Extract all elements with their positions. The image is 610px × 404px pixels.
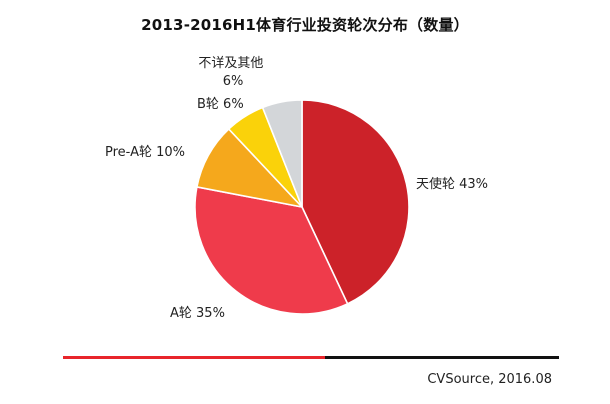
slice-label-a: A轮 35% bbox=[170, 306, 225, 321]
slice-label-other: 不详及其他 6% bbox=[198, 56, 267, 89]
pie-slices bbox=[194, 99, 410, 315]
slice-label-tianshi: 天使轮 43% bbox=[416, 176, 488, 192]
pie-slice-a bbox=[194, 186, 349, 315]
source-note: CVSource, 2016.08 bbox=[427, 372, 552, 387]
footer-rule-black bbox=[325, 356, 559, 359]
slice-label-pre-a: Pre-A轮 10% bbox=[105, 145, 185, 160]
slice-label-b: B轮 6% bbox=[197, 97, 244, 112]
pie-slice-other bbox=[261, 99, 303, 208]
footer-rule bbox=[63, 356, 559, 359]
chart-title: 2013-2016H1体育行业投资轮次分布（数量） bbox=[141, 16, 469, 34]
footer-rule-red bbox=[63, 356, 325, 359]
pie-slice-tianshi bbox=[301, 99, 410, 305]
